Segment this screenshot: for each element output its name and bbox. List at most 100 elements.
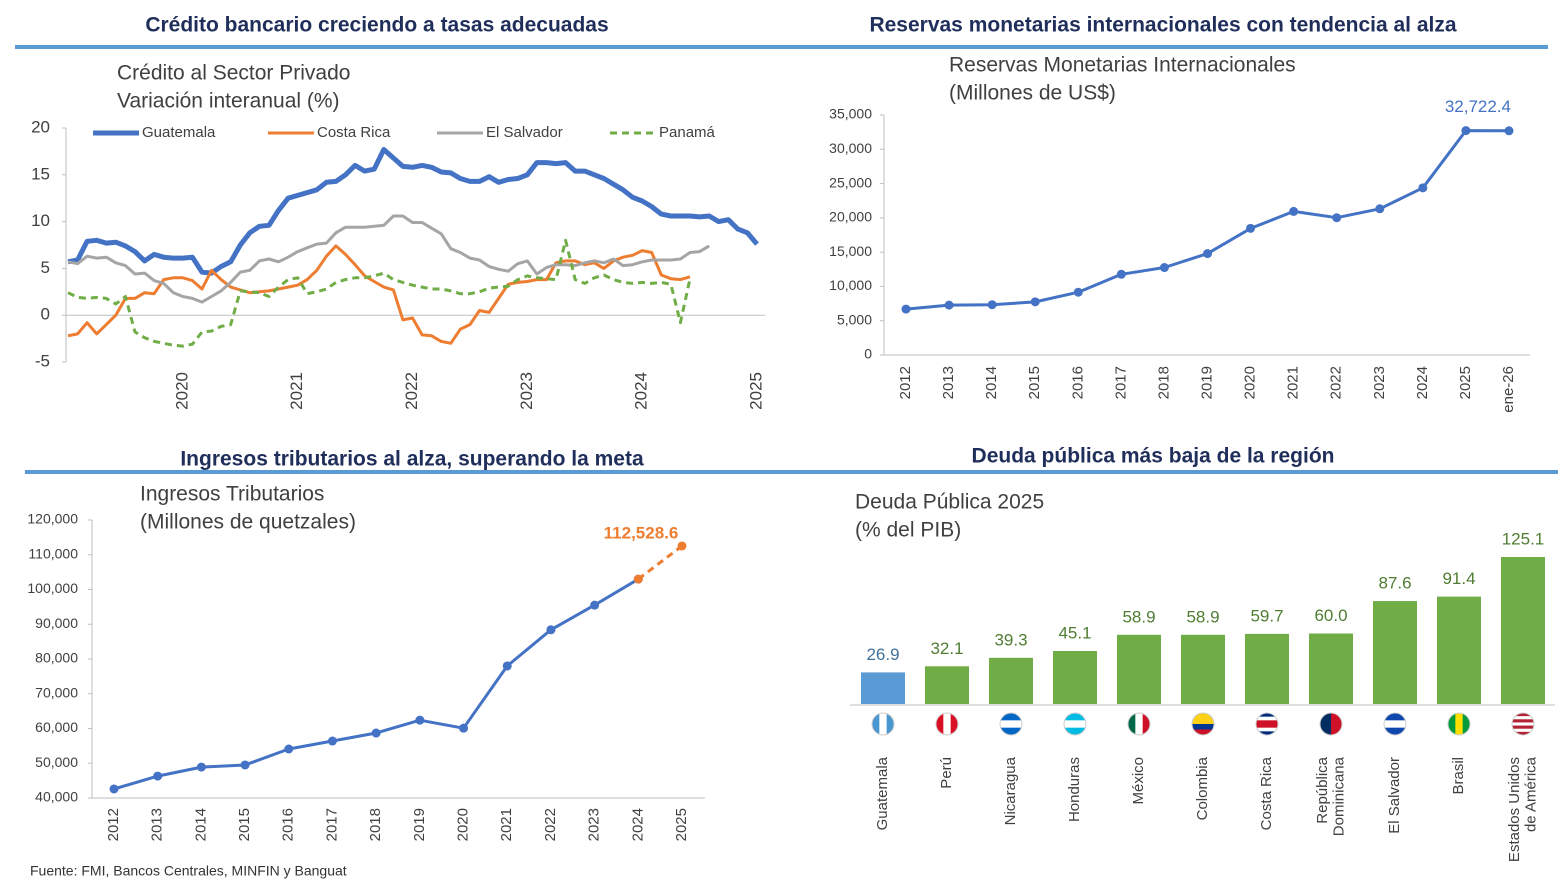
section-heading: Reservas monetarias internacionales con … <box>869 14 1456 37</box>
x-tick-label: 2013 <box>940 366 957 399</box>
chart-title: Reservas Monetarias Internacionales <box>949 54 1296 77</box>
flag-stripe <box>1192 729 1214 735</box>
flag-stripe <box>1000 727 1022 735</box>
x-tick-label: 2019 <box>411 808 428 841</box>
bar <box>1245 633 1289 704</box>
flag-stripe <box>1462 713 1470 735</box>
flag-stripe <box>1455 713 1463 735</box>
bar <box>1181 634 1225 704</box>
flag <box>1512 713 1534 735</box>
y-tick-label: 50,000 <box>35 754 78 770</box>
flag-stripe <box>1142 713 1150 735</box>
flag-stripe <box>1256 727 1278 732</box>
flag-stripe <box>886 713 894 735</box>
x-tick-label: Brasil <box>1450 757 1467 795</box>
x-tick-label: 2021 <box>498 808 515 841</box>
flag <box>1064 713 1086 735</box>
chart-title: Crédito al Sector Privado <box>117 62 350 85</box>
point <box>1073 287 1083 297</box>
y-tick-label: 15 <box>31 164 50 183</box>
line-series <box>637 544 683 581</box>
bar <box>925 666 969 704</box>
point <box>944 300 954 310</box>
point <box>371 728 381 738</box>
x-tick-label: 2017 <box>1112 366 1129 399</box>
flag-stripe <box>1512 716 1534 720</box>
point <box>284 744 294 754</box>
x-tick-label: 2024 <box>1414 366 1431 399</box>
y-tick-label: 20,000 <box>829 209 872 225</box>
point <box>1375 204 1385 214</box>
data-label: 26.9 <box>866 645 899 664</box>
x-tick-label: Costa Rica <box>1258 756 1275 830</box>
flag <box>1192 713 1214 735</box>
flag-border <box>1383 712 1407 736</box>
data-label: 59.7 <box>1250 606 1283 625</box>
flag-stripe <box>1256 724 1278 728</box>
x-tick-label: Colombia <box>1194 756 1211 820</box>
x-tick-label: 2024 <box>629 808 646 841</box>
point <box>590 600 600 610</box>
flag-border <box>999 712 1023 736</box>
x-tick-label: 2017 <box>323 808 340 841</box>
point <box>546 625 556 635</box>
flag <box>1448 713 1470 735</box>
bar <box>1309 633 1353 704</box>
x-tick-label: Estados Unidosde América <box>1506 756 1540 862</box>
bar <box>989 657 1033 704</box>
x-tick-label: 2020 <box>172 372 191 410</box>
point <box>1030 297 1040 307</box>
flag-border <box>1191 712 1215 736</box>
point <box>196 762 206 772</box>
point <box>459 723 469 733</box>
x-tick-label: Honduras <box>1066 757 1083 822</box>
point <box>1504 126 1514 136</box>
x-tick-label: 2018 <box>367 808 384 841</box>
flag-stripe <box>1384 727 1406 735</box>
point <box>1159 263 1169 273</box>
x-tick-label: 2023 <box>1371 366 1388 399</box>
flag-stripe <box>1000 720 1022 728</box>
flag-stripe <box>936 713 944 735</box>
x-tick-label: 2023 <box>517 372 536 410</box>
y-tick-label: 40,000 <box>35 789 78 805</box>
point <box>1332 213 1342 223</box>
section-heading: Deuda pública más baja de la región <box>972 445 1335 468</box>
x-tick-label: Guatemala <box>874 756 891 830</box>
bar <box>861 672 905 704</box>
point <box>677 541 687 551</box>
point <box>1289 206 1299 216</box>
x-tick-label: 2012 <box>897 366 914 399</box>
flag-stripe <box>950 713 958 735</box>
flag-stripe <box>1000 713 1022 721</box>
x-tick-label: 2022 <box>402 372 421 410</box>
data-label: 39.3 <box>994 630 1027 649</box>
x-tick-label: 2020 <box>1242 366 1259 399</box>
section-heading: Crédito bancario creciendo a tasas adecu… <box>145 14 608 37</box>
x-tick-label: El Salvador <box>1386 757 1403 834</box>
x-tick-label: 2022 <box>542 808 559 841</box>
flag <box>872 713 894 735</box>
x-tick-label: 2014 <box>192 808 209 841</box>
flag-stripe <box>1448 713 1456 735</box>
bar <box>1373 601 1417 704</box>
flag-stripe <box>1256 716 1278 721</box>
point <box>987 300 997 310</box>
data-label: 91.4 <box>1442 569 1475 588</box>
y-tick-label: 80,000 <box>35 650 78 666</box>
y-tick-label: 100,000 <box>27 580 78 596</box>
legend-label: El Salvador <box>486 124 563 141</box>
flag-stripe <box>1256 731 1278 735</box>
data-label: 87.6 <box>1378 574 1411 593</box>
flag-border <box>871 712 895 736</box>
x-tick-label: 2015 <box>236 808 253 841</box>
chart-subtitle: (Millones de US$) <box>949 82 1116 105</box>
flag-stripe <box>1331 713 1342 735</box>
point <box>240 760 250 770</box>
flag-border <box>1063 712 1087 736</box>
flag-stripe <box>1192 718 1214 725</box>
legend-label: Panamá <box>659 124 716 141</box>
chart-title: Deuda Pública 2025 <box>855 491 1044 514</box>
line-series <box>113 577 640 791</box>
